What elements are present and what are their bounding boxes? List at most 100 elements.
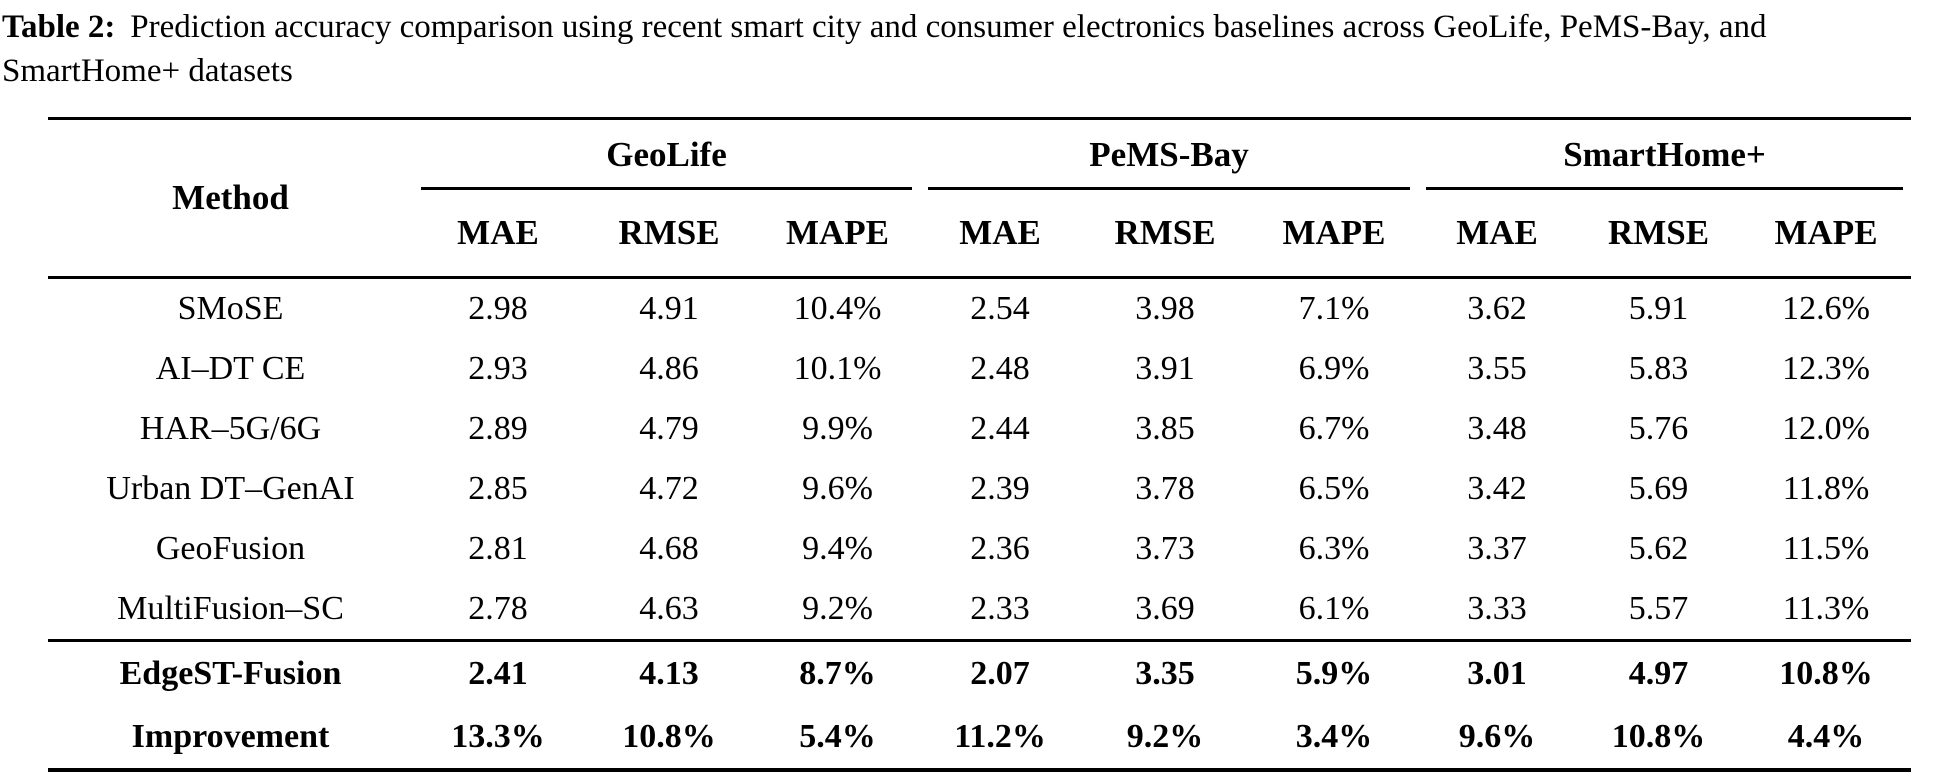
method-cell: GeoFusion — [155, 530, 306, 568]
results-table: Method GeoLife PeMS-Bay SmartHome+ MAE R… — [48, 117, 1912, 773]
value-cell: 4.91 — [639, 290, 699, 328]
value-cell: 4.86 — [639, 350, 699, 388]
value-cell: 10.8% — [1576, 705, 1742, 773]
value-cell: 3.01 — [1418, 639, 1577, 706]
value-cell: 2.48 — [970, 350, 1030, 388]
value-cell: 6.7% — [1298, 410, 1370, 448]
value-cell: 9.2% — [1080, 705, 1251, 773]
col-header-method: Method — [48, 117, 413, 280]
value-cell: 2.36 — [970, 530, 1030, 568]
value-cell: 5.62 — [1628, 530, 1689, 568]
col-header-pems-mape: MAPE — [1250, 190, 1419, 280]
value-cell: 2.07 — [920, 639, 1081, 706]
value-cell: 11.8% — [1782, 470, 1870, 508]
value-cell: 5.69 — [1628, 470, 1689, 508]
col-header-pems-rmse: RMSE — [1080, 190, 1251, 280]
col-header-smarthome-mape: MAPE — [1741, 190, 1912, 280]
table-header: Method GeoLife PeMS-Bay SmartHome+ MAE R… — [48, 117, 1912, 280]
value-cell: 2.85 — [468, 470, 528, 508]
value-cell: 4.97 — [1576, 639, 1742, 706]
value-cell: 4.68 — [639, 530, 699, 568]
value-cell: 9.9% — [802, 410, 873, 448]
col-header-geolife-mape: MAPE — [755, 190, 921, 280]
value-cell: 3.35 — [1080, 639, 1251, 706]
value-cell: 7.1% — [1298, 290, 1370, 328]
value-cell: 12.3% — [1782, 350, 1870, 388]
value-cell: 4.4% — [1741, 705, 1912, 773]
value-cell: 2.98 — [468, 290, 528, 328]
table-footer: EdgeST-Fusion 2.41 4.13 8.7% 2.07 3.35 5… — [48, 639, 1912, 773]
value-cell: 3.91 — [1135, 350, 1195, 388]
table-body: SMoSE 2.98 4.91 10.4% 2.54 3.98 7.1% 3.6… — [48, 278, 1911, 641]
value-cell: 5.83 — [1628, 350, 1689, 388]
value-cell: 3.78 — [1135, 470, 1195, 508]
value-cell: 4.72 — [639, 470, 699, 508]
table-row-ai-dt-ce: AI–DT CE 2.93 4.86 10.1% 2.48 3.91 6.9% … — [48, 339, 1911, 399]
value-cell: 2.78 — [468, 590, 528, 628]
value-cell: 3.55 — [1467, 350, 1527, 388]
value-cell: 3.42 — [1467, 470, 1527, 508]
value-cell: 6.5% — [1298, 470, 1370, 508]
value-cell: 3.69 — [1135, 590, 1195, 628]
value-cell: 5.9% — [1250, 639, 1419, 706]
value-cell: 6.3% — [1298, 530, 1370, 568]
value-cell: 13.3% — [413, 705, 583, 773]
value-cell: 12.6% — [1782, 290, 1870, 328]
value-cell: 3.4% — [1250, 705, 1419, 773]
table-row-edgest-fusion: EdgeST-Fusion 2.41 4.13 8.7% 2.07 3.35 5… — [48, 639, 1912, 706]
table-caption-label: Table 2: — [2, 9, 116, 45]
method-cell: Improvement — [48, 705, 413, 773]
value-cell: 5.57 — [1628, 590, 1689, 628]
value-cell: 9.2% — [802, 590, 873, 628]
value-cell: 5.76 — [1628, 410, 1689, 448]
method-cell: SMoSE — [177, 290, 284, 328]
value-cell: 2.89 — [468, 410, 528, 448]
value-cell: 2.54 — [970, 290, 1030, 328]
table-row-improvement: Improvement 13.3% 10.8% 5.4% 11.2% 9.2% … — [48, 705, 1912, 773]
value-cell: 10.8% — [583, 705, 755, 773]
value-cell: 11.3% — [1782, 590, 1870, 628]
value-cell: 11.2% — [920, 705, 1081, 773]
col-header-smarthome-mae: MAE — [1418, 190, 1577, 280]
value-cell: 6.9% — [1298, 350, 1370, 388]
table-caption-text: Prediction accuracy comparison using rec… — [2, 9, 1767, 89]
value-cell: 5.91 — [1628, 290, 1689, 328]
value-cell: 10.1% — [793, 350, 882, 388]
value-cell: 12.0% — [1782, 410, 1870, 448]
col-header-geolife-mae: MAE — [413, 190, 583, 280]
table-row-smose: SMoSE 2.98 4.91 10.4% 2.54 3.98 7.1% 3.6… — [48, 278, 1911, 340]
method-cell: MultiFusion–SC — [117, 590, 344, 628]
value-cell: 9.4% — [802, 530, 873, 568]
table-row-urban-dt-genai: Urban DT–GenAI 2.85 4.72 9.6% 2.39 3.78 … — [48, 459, 1911, 519]
method-cell: AI–DT CE — [155, 350, 306, 388]
value-cell: 8.7% — [755, 639, 921, 706]
value-cell: 2.93 — [468, 350, 528, 388]
value-cell: 3.48 — [1467, 410, 1527, 448]
value-cell: 10.8% — [1741, 639, 1912, 706]
value-cell: 2.44 — [970, 410, 1030, 448]
value-cell: 10.4% — [793, 290, 882, 328]
value-cell: 2.33 — [970, 590, 1030, 628]
value-cell: 9.6% — [802, 470, 873, 508]
value-cell: 11.5% — [1782, 530, 1870, 568]
table-row-har-5g-6g: HAR–5G/6G 2.89 4.79 9.9% 2.44 3.85 6.7% … — [48, 399, 1911, 459]
group-header-pems-bay: PeMS-Bay — [920, 117, 1419, 191]
col-header-pems-mae: MAE — [920, 190, 1081, 280]
value-cell: 3.98 — [1135, 290, 1195, 328]
value-cell: 4.63 — [639, 590, 699, 628]
value-cell: 3.85 — [1135, 410, 1195, 448]
value-cell: 3.37 — [1467, 530, 1527, 568]
value-cell: 4.13 — [583, 639, 755, 706]
group-header-geolife: GeoLife — [413, 117, 921, 191]
value-cell: 3.62 — [1467, 290, 1527, 328]
method-cell: HAR–5G/6G — [139, 410, 322, 448]
method-cell: EdgeST-Fusion — [48, 639, 413, 706]
value-cell: 5.4% — [755, 705, 921, 773]
value-cell: 3.73 — [1135, 530, 1195, 568]
table-row-multifusion-sc: MultiFusion–SC 2.78 4.63 9.2% 2.33 3.69 … — [48, 579, 1911, 641]
value-cell: 4.79 — [639, 410, 699, 448]
col-header-geolife-rmse: RMSE — [583, 190, 755, 280]
value-cell: 2.41 — [413, 639, 583, 706]
value-cell: 3.33 — [1467, 590, 1527, 628]
